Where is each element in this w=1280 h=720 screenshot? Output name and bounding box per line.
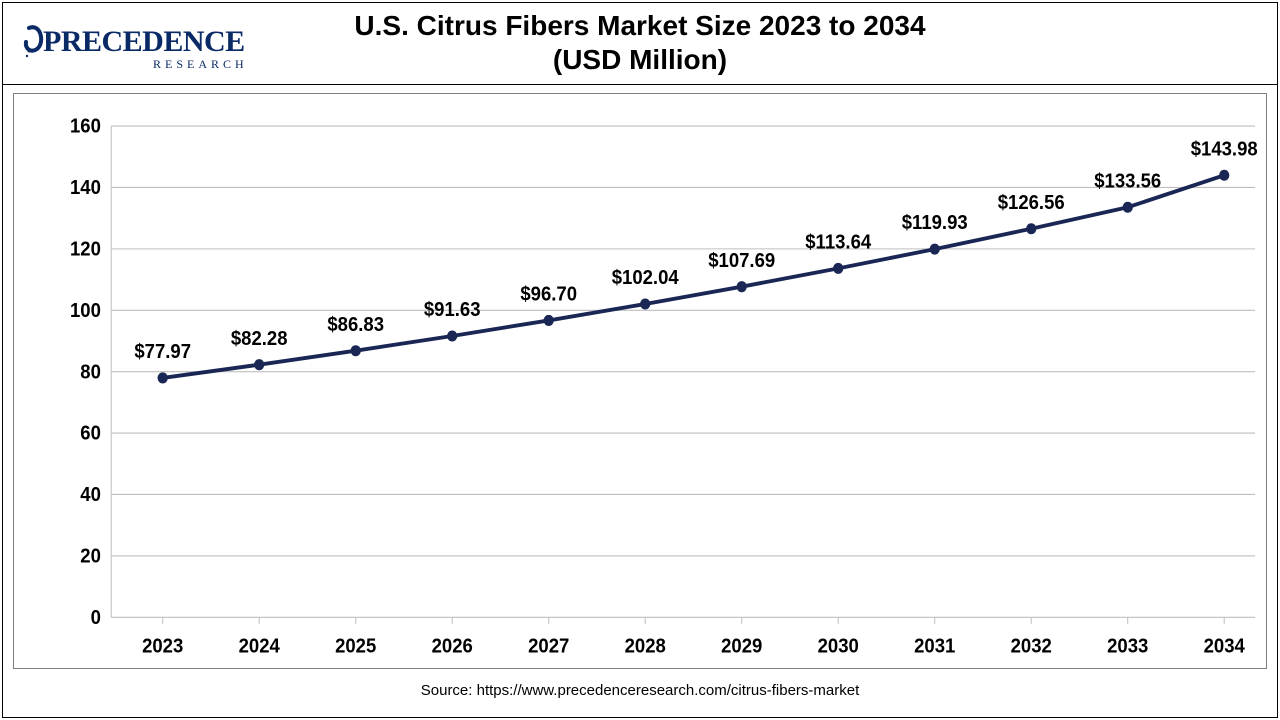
svg-text:2025: 2025 <box>335 636 377 658</box>
svg-text:2024: 2024 <box>239 636 281 658</box>
svg-text:$102.04: $102.04 <box>612 268 679 290</box>
svg-text:2029: 2029 <box>721 636 762 658</box>
header-band: PRECEDENCE RESEARCH U.S. Citrus Fibers M… <box>3 3 1277 85</box>
svg-text:$91.63: $91.63 <box>424 300 481 322</box>
svg-text:2027: 2027 <box>528 636 569 658</box>
source-citation: Source: https://www.precedenceresearch.c… <box>3 682 1277 699</box>
svg-text:2033: 2033 <box>1107 636 1148 658</box>
svg-text:$113.64: $113.64 <box>805 232 871 254</box>
svg-text:$143.98: $143.98 <box>1191 139 1258 161</box>
svg-text:2031: 2031 <box>914 636 956 658</box>
svg-text:40: 40 <box>80 485 101 507</box>
svg-text:100: 100 <box>70 300 101 322</box>
outer-frame: PRECEDENCE RESEARCH U.S. Citrus Fibers M… <box>2 2 1278 718</box>
svg-text:2023: 2023 <box>142 636 183 658</box>
svg-text:$126.56: $126.56 <box>998 192 1065 214</box>
svg-text:2032: 2032 <box>1011 636 1052 658</box>
svg-text:$86.83: $86.83 <box>327 314 384 336</box>
svg-text:$119.93: $119.93 <box>902 213 968 235</box>
svg-text:20: 20 <box>80 546 101 568</box>
title-line-2: (USD Million) <box>3 43 1277 77</box>
svg-text:120: 120 <box>70 239 101 261</box>
svg-text:$107.69: $107.69 <box>708 250 775 272</box>
svg-text:$133.56: $133.56 <box>1094 171 1161 193</box>
line-chart: 0 20 40 60 80 100 120 140 160 $77.97 2023 $82.28 202… <box>34 104 1280 678</box>
plot-frame: 0 20 40 60 80 100 120 140 160 $77.97 2023 $82.28 202… <box>13 93 1267 669</box>
svg-text:0: 0 <box>91 607 101 629</box>
svg-text:2034: 2034 <box>1204 636 1246 658</box>
svg-text:2026: 2026 <box>432 636 473 658</box>
svg-text:$96.70: $96.70 <box>520 284 577 306</box>
title-line-1: U.S. Citrus Fibers Market Size 2023 to 2… <box>3 9 1277 43</box>
svg-text:60: 60 <box>80 423 101 445</box>
svg-text:80: 80 <box>80 362 101 384</box>
chart-title: U.S. Citrus Fibers Market Size 2023 to 2… <box>3 9 1277 77</box>
svg-text:2030: 2030 <box>818 636 859 658</box>
svg-text:140: 140 <box>70 178 101 200</box>
svg-text:$77.97: $77.97 <box>134 341 191 363</box>
svg-text:160: 160 <box>70 116 101 138</box>
svg-text:2028: 2028 <box>625 636 667 658</box>
svg-text:$82.28: $82.28 <box>231 328 288 350</box>
